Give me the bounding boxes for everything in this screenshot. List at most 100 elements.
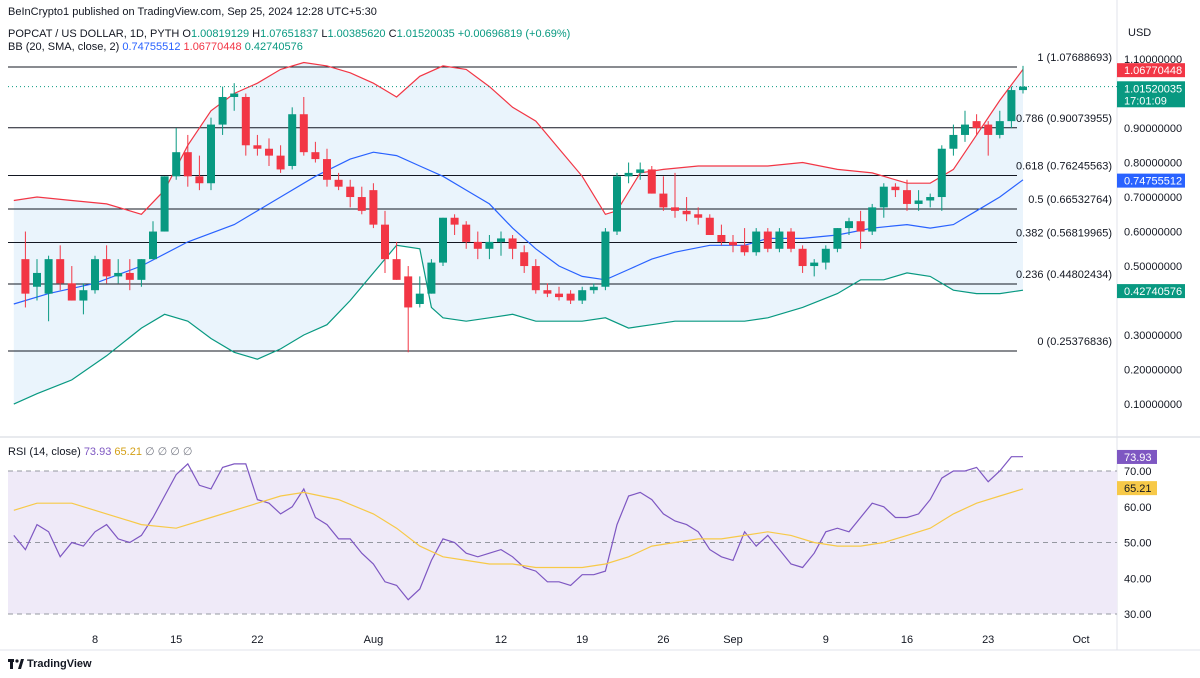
candle-body [392,259,401,280]
candle-body [427,262,436,294]
symbol-title: POPCAT / US DOLLAR, 1D, PYTH [8,28,180,40]
candle-body [299,114,308,153]
tradingview-logo[interactable]: TradingView [8,658,92,670]
candle-body [473,241,482,249]
time-tick-label: Oct [1072,634,1089,646]
candle-body [33,272,41,287]
candle-body [694,214,703,218]
fib-level-label: 0 (0.25376836) [1037,336,1112,348]
rsi-axis-tag [1117,481,1157,496]
candle-body [137,259,146,280]
candle-body [845,221,853,229]
candle-body [775,231,784,249]
price-axis-tag [1117,173,1185,188]
candle-body [450,217,459,225]
candle-body [868,207,877,232]
bb-lower-value: 0.42740576 [244,41,303,53]
candle-body [172,152,181,177]
candle-body [798,248,807,267]
rsi-tick-label: 70.00 [1124,466,1152,478]
candle-body [346,186,355,198]
time-tick-label: 9 [823,634,829,646]
candle-body [79,290,88,301]
candle-body [589,286,598,291]
low-label: L [321,28,328,40]
time-tick-label: 16 [901,634,913,646]
rsi-axis-tag-text: 73.93 [1124,452,1152,464]
candle-body [183,152,192,177]
candle-body [1019,86,1027,91]
price-tick-label: 1.10000000 [1124,54,1182,66]
open-value: 1.00819129 [190,28,250,40]
rsi-extra: ∅ ∅ ∅ ∅ [145,446,193,458]
candle-body [91,259,99,291]
candle-body [357,197,366,211]
candle-body [253,145,262,149]
candle-body [810,262,819,267]
candle-body [659,193,668,208]
candle-body [439,217,447,263]
candle-body [937,148,946,198]
candle-body [44,259,53,294]
price-tick-label: 0.50000000 [1124,261,1182,273]
candle-body [21,259,30,294]
candle-body [207,124,215,184]
publisher-text: BeInCrypto1 published on TradingView.com… [8,6,377,18]
price-axis-tag [1117,81,1185,108]
candle-body [114,272,123,277]
price-axis-tag [1117,284,1185,299]
candle-body [311,152,320,160]
high-label: H [252,28,261,40]
candle-body [717,234,726,242]
candle-body [160,176,169,232]
price-tick-label: 0.80000000 [1124,158,1182,170]
candle-body [682,210,691,215]
time-tick-label: 23 [982,634,994,646]
time-tick-label: Sep [723,634,743,646]
candle-body [566,293,575,301]
candle-body [752,231,761,253]
candle-body [323,159,331,180]
time-tick-label: 12 [495,634,507,646]
candle-body [636,169,645,173]
candle-body [740,245,749,253]
price-axis-tag-text: 0.74755512 [1124,176,1182,188]
candle-body [520,252,529,267]
time-tick-label: Aug [364,634,384,646]
candle-body [415,293,424,304]
candle-body [508,238,517,249]
rsi-ma-line [13,488,1024,569]
candle-body [334,179,343,187]
candle-body [833,228,842,249]
candle-body [497,238,505,242]
rsi-axis-tag-text: 65.21 [1124,483,1152,495]
candle-body [369,190,378,225]
bb-upper-line [13,61,1024,216]
candle-body [926,197,935,201]
fib-level-label: 0.786 (0.90073955) [1016,113,1112,125]
candle-body [125,272,134,280]
tradingview-logo-icon [8,659,24,669]
time-tick-label: 26 [657,634,669,646]
candle-body [218,96,227,125]
candle-body [891,186,900,191]
candle-body [241,96,250,146]
rsi-axis-tag [1117,449,1157,464]
change-value: +0.00696819 (+0.69%) [457,28,571,40]
price-tick-label: 0.70000000 [1124,192,1182,204]
fib-level-label: 1 (1.07688693) [1037,52,1112,64]
candle-body [787,231,795,249]
rsi-tick-label: 30.00 [1124,609,1152,621]
bb-legend: BB (20, SMA, close, 2) 0.74755512 1.0677… [8,41,303,53]
rsi-tick-label: 60.00 [1124,502,1152,514]
candle-body [613,176,621,232]
candle-body [195,176,204,184]
candle-body [578,290,587,301]
candle-body [102,259,111,277]
rsi-ma-value: 65.21 [114,446,142,458]
candle-body [671,207,679,211]
candle-body [265,148,273,156]
candle-body [972,121,981,129]
price-tick-label: 0.90000000 [1124,123,1182,135]
